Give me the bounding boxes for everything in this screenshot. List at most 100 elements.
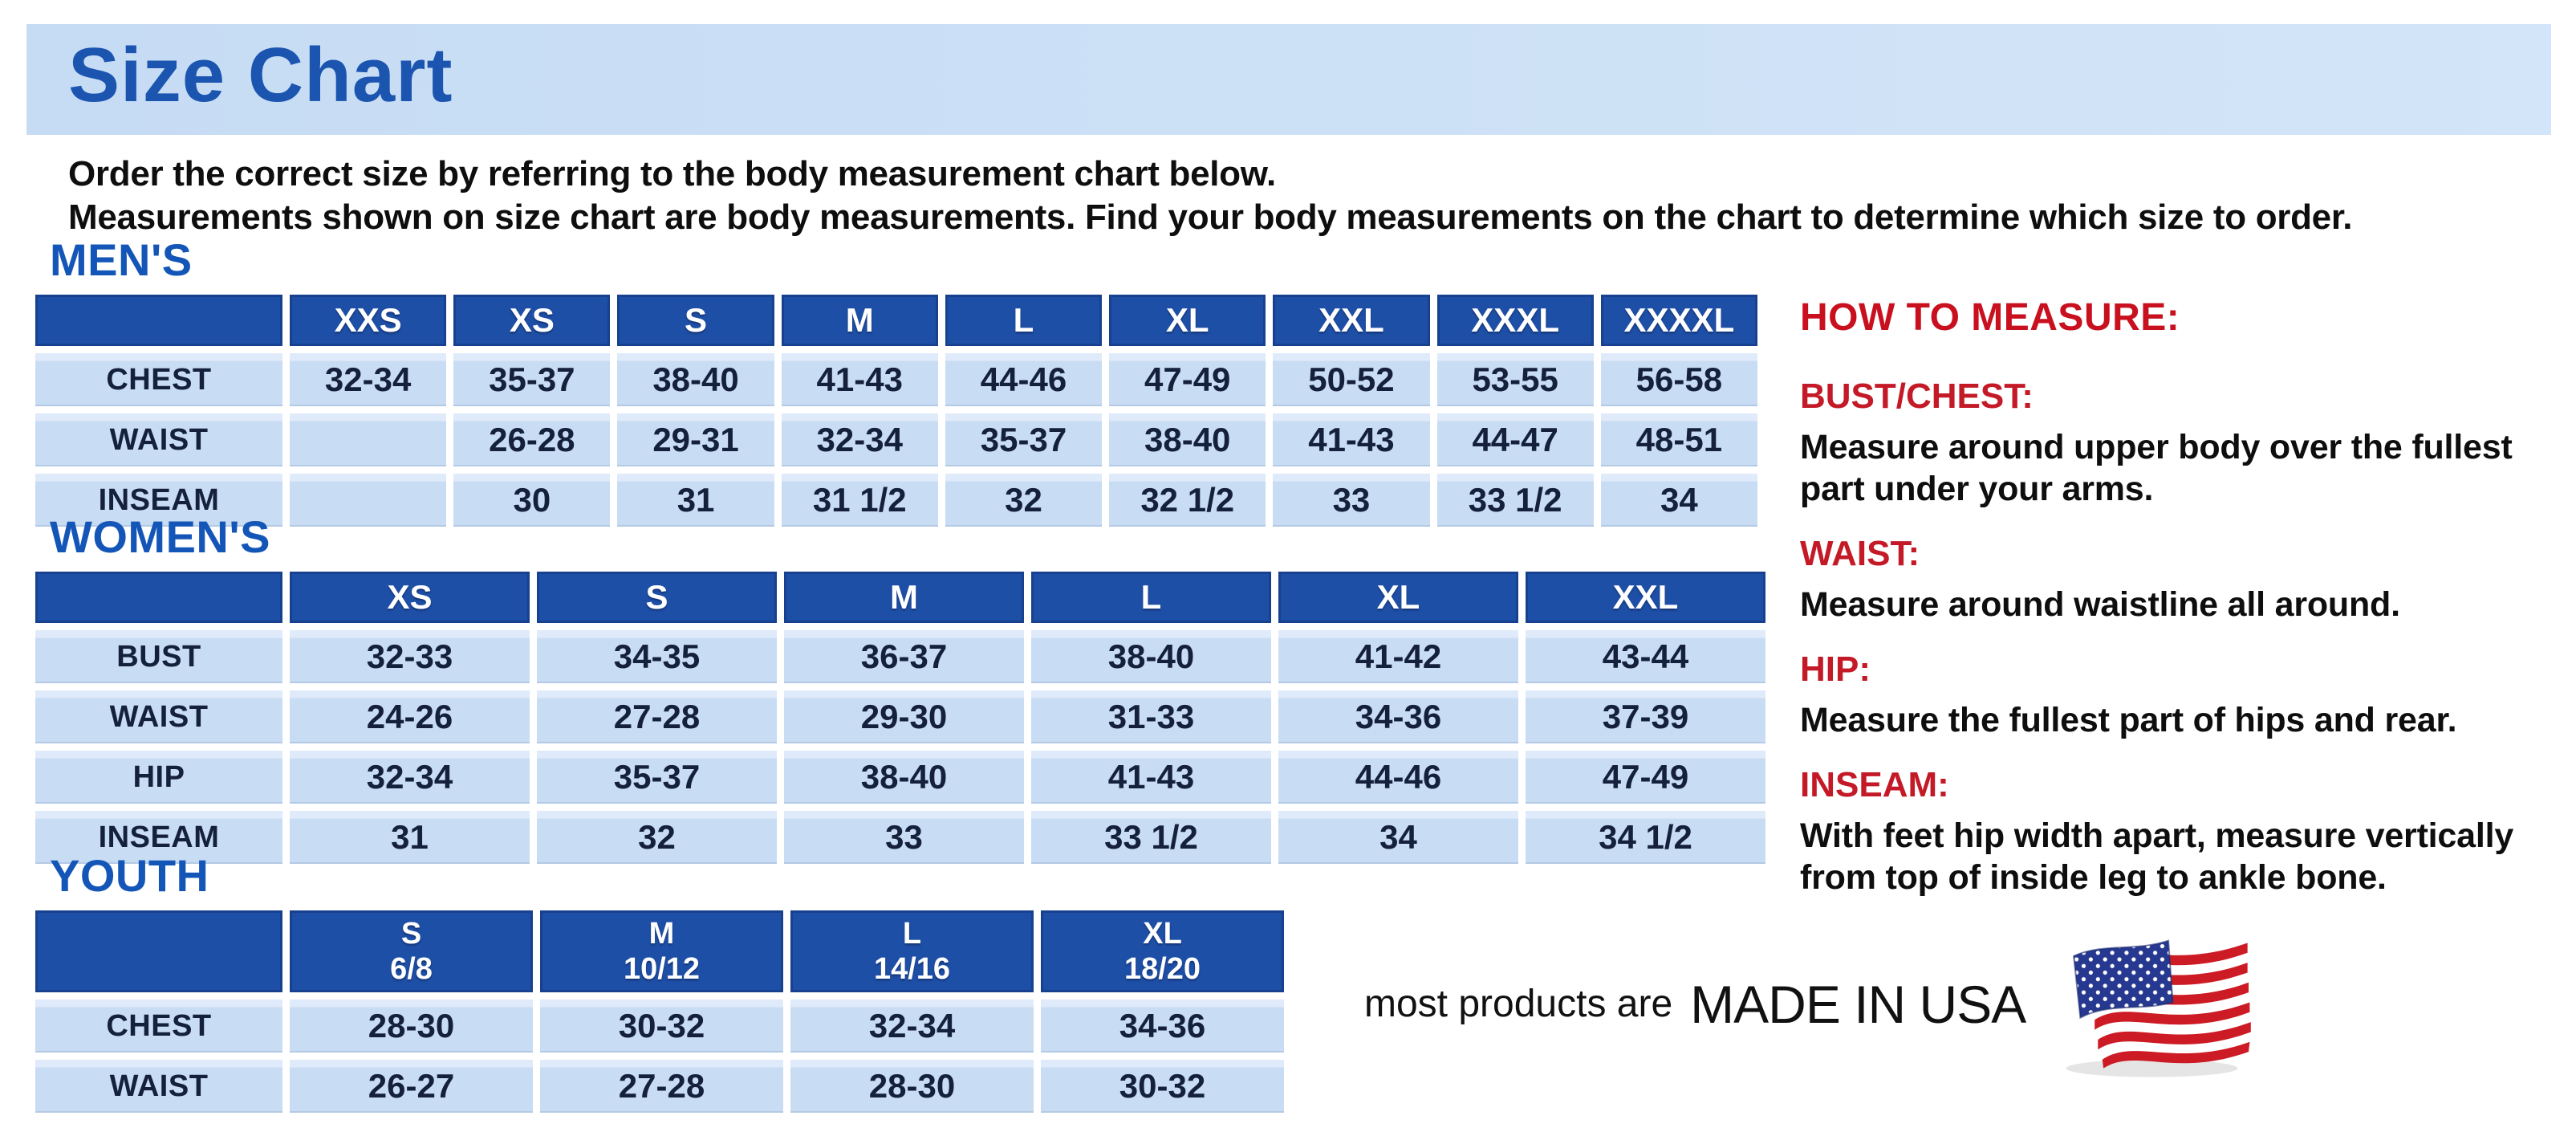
youth-row-label: CHEST	[35, 1000, 282, 1053]
mens-cell: 26-28	[453, 413, 611, 466]
mens-cell: 32 1/2	[1109, 474, 1266, 527]
youth-range: 6/8	[390, 952, 433, 986]
made-in-prefix: most products are	[1364, 983, 1673, 1025]
measure-text-waist: Measure around waistline all around.	[1800, 585, 2400, 624]
mens-cell: 35-37	[945, 413, 1103, 466]
mens-cell: 35-37	[453, 353, 611, 406]
mens-col-header: XXS	[290, 295, 447, 346]
womens-cell: 41-43	[1031, 751, 1271, 804]
youth-section: YOUTH S 6/8 M 10/12 L 14/16 XL 18/20 CHE…	[35, 853, 1284, 1113]
womens-row-label: HIP	[35, 751, 282, 804]
womens-col-header: XXL	[1526, 572, 1765, 623]
youth-table: S 6/8 M 10/12 L 14/16 XL 18/20 CHEST 28-…	[35, 910, 1284, 1113]
measure-text-bust-chest: Measure around upper body over the fulle…	[1800, 428, 2513, 508]
how-to-measure-heading: HOW TO MEASURE:	[1800, 296, 2180, 339]
measure-text-hip: Measure the fullest part of hips and rea…	[1800, 701, 2457, 739]
youth-cell: 30-32	[540, 1000, 783, 1053]
youth-size: L	[902, 917, 922, 951]
mens-row-label: INSEAM	[35, 474, 282, 527]
youth-heading: YOUTH	[50, 850, 209, 901]
mens-col-header: L	[945, 295, 1103, 346]
mens-cell	[290, 413, 447, 466]
womens-cell: 44-46	[1278, 751, 1518, 804]
title-banner: Size Chart	[26, 24, 2551, 135]
womens-table: XS S M L XL XXL BUST 32-33 34-35 36-37 3…	[35, 572, 1765, 864]
youth-col-header: M 10/12	[540, 910, 783, 992]
mens-cell: 53-55	[1436, 353, 1594, 406]
youth-cell: 32-34	[790, 1000, 1034, 1053]
mens-cell: 31	[617, 474, 774, 527]
mens-cell: 32-34	[290, 353, 447, 406]
mens-cell: 38-40	[1109, 413, 1266, 466]
womens-col-header: M	[784, 572, 1024, 623]
womens-row-label: WAIST	[35, 690, 282, 743]
mens-row-label: CHEST	[35, 353, 282, 406]
youth-range: 14/16	[873, 952, 951, 986]
youth-size: M	[648, 917, 675, 951]
womens-section: WOMEN'S XS S M L XL XXL BUST 32-33 34-35…	[35, 514, 1765, 864]
womens-cell: 37-39	[1526, 690, 1765, 743]
mens-cell: 31 1/2	[781, 474, 938, 527]
mens-corner-cell	[35, 295, 282, 346]
mens-cell: 38-40	[617, 353, 774, 406]
womens-cell: 35-37	[537, 751, 777, 804]
youth-col-header: S 6/8	[290, 910, 533, 992]
mens-cell: 32-34	[781, 413, 938, 466]
womens-cell: 27-28	[537, 690, 777, 743]
mens-cell: 34	[1600, 474, 1757, 527]
measure-text-inseam: With feet hip width apart, measure verti…	[1800, 816, 2514, 897]
mens-cell: 30	[453, 474, 611, 527]
youth-size: XL	[1143, 917, 1182, 951]
mens-cell: 32	[945, 474, 1103, 527]
mens-cell: 44-47	[1436, 413, 1594, 466]
youth-corner-cell	[35, 910, 282, 992]
youth-col-header: L 14/16	[790, 910, 1034, 992]
intro-text: Order the correct size by referring to t…	[68, 153, 2352, 239]
youth-cell: 28-30	[790, 1060, 1034, 1113]
mens-cell: 44-46	[945, 353, 1103, 406]
womens-cell: 36-37	[784, 630, 1024, 683]
womens-col-header: XS	[290, 572, 530, 623]
womens-cell: 47-49	[1526, 751, 1765, 804]
intro-line-1: Order the correct size by referring to t…	[68, 154, 1276, 193]
mens-cell: 29-31	[617, 413, 774, 466]
mens-cell: 56-58	[1600, 353, 1757, 406]
womens-cell: 41-42	[1278, 630, 1518, 683]
womens-cell: 32-34	[290, 751, 530, 804]
page-title: Size Chart	[68, 32, 453, 118]
youth-row-label: WAIST	[35, 1060, 282, 1113]
womens-cell: 34	[1278, 811, 1518, 864]
womens-row-label: INSEAM	[35, 811, 282, 864]
womens-cell: 32	[537, 811, 777, 864]
intro-line-2: Measurements shown on size chart are bod…	[68, 197, 2353, 237]
mens-cell: 50-52	[1273, 353, 1430, 406]
youth-cell: 34-36	[1041, 1000, 1284, 1053]
womens-row-label: BUST	[35, 630, 282, 683]
womens-cell: 32-33	[290, 630, 530, 683]
womens-cell: 31-33	[1031, 690, 1271, 743]
youth-range: 10/12	[623, 952, 701, 986]
youth-range: 18/20	[1123, 952, 1201, 986]
mens-col-header: XS	[453, 295, 611, 346]
womens-col-header: S	[537, 572, 777, 623]
womens-cell: 38-40	[784, 751, 1024, 804]
measure-label-inseam: INSEAM:	[1800, 765, 1949, 804]
mens-cell: 48-51	[1600, 413, 1757, 466]
youth-cell: 30-32	[1041, 1060, 1284, 1113]
mens-cell: 41-43	[781, 353, 938, 406]
mens-col-header: XXL	[1273, 295, 1430, 346]
mens-cell: 33 1/2	[1436, 474, 1594, 527]
womens-col-header: L	[1031, 572, 1271, 623]
womens-cell: 33	[784, 811, 1024, 864]
mens-col-header: XL	[1109, 295, 1266, 346]
mens-row-label: WAIST	[35, 413, 282, 466]
youth-col-header: XL 18/20	[1041, 910, 1284, 992]
womens-cell: 43-44	[1526, 630, 1765, 683]
made-in-usa-footer: most products are MADE IN USA	[1364, 930, 2289, 1078]
womens-cell: 29-30	[784, 690, 1024, 743]
womens-cell: 33 1/2	[1031, 811, 1271, 864]
mens-cell	[290, 474, 447, 527]
measure-label-bust-chest: BUST/CHEST:	[1800, 377, 2034, 416]
mens-col-header: M	[781, 295, 938, 346]
